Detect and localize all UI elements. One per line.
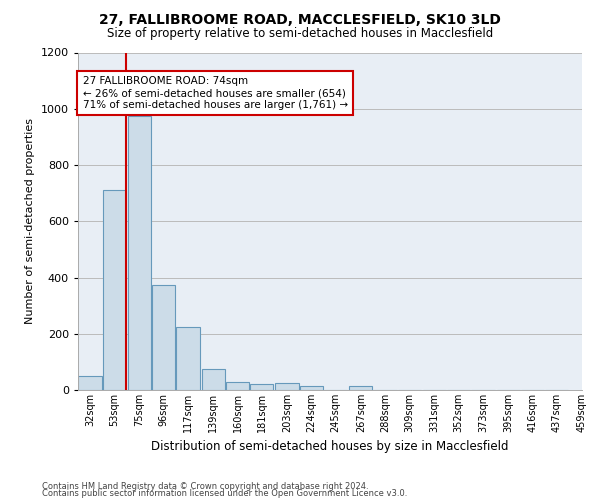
Bar xyxy=(202,369,225,390)
Text: 27, FALLIBROOME ROAD, MACCLESFIELD, SK10 3LD: 27, FALLIBROOME ROAD, MACCLESFIELD, SK10… xyxy=(99,12,501,26)
Bar xyxy=(275,383,299,390)
Text: Size of property relative to semi-detached houses in Macclesfield: Size of property relative to semi-detach… xyxy=(107,28,493,40)
Bar xyxy=(349,386,373,390)
Bar xyxy=(226,382,249,390)
Text: Contains HM Land Registry data © Crown copyright and database right 2024.: Contains HM Land Registry data © Crown c… xyxy=(42,482,368,491)
Y-axis label: Number of semi-detached properties: Number of semi-detached properties xyxy=(25,118,35,324)
Bar xyxy=(79,376,102,390)
Text: Contains public sector information licensed under the Open Government Licence v3: Contains public sector information licen… xyxy=(42,490,407,498)
Bar xyxy=(103,190,126,390)
Bar xyxy=(299,386,323,390)
Bar xyxy=(176,326,200,390)
Bar xyxy=(128,116,151,390)
Bar xyxy=(152,284,175,390)
Bar xyxy=(250,384,274,390)
Text: 27 FALLIBROOME ROAD: 74sqm
← 26% of semi-detached houses are smaller (654)
71% o: 27 FALLIBROOME ROAD: 74sqm ← 26% of semi… xyxy=(83,76,348,110)
X-axis label: Distribution of semi-detached houses by size in Macclesfield: Distribution of semi-detached houses by … xyxy=(151,440,509,454)
